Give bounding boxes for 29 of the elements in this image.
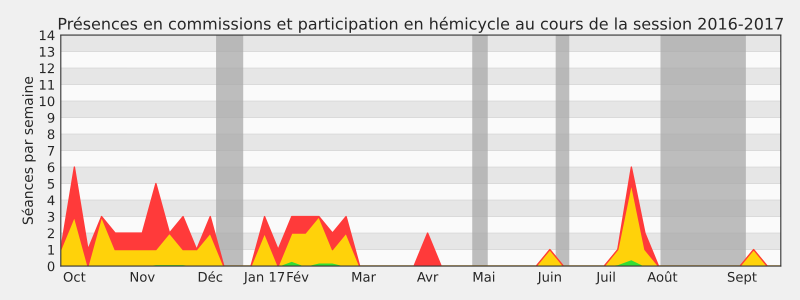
y-tick-label: 6 xyxy=(48,162,54,172)
x-tick-label: Mar xyxy=(352,272,376,282)
y-tick-label: 0 xyxy=(48,261,54,272)
y-tick-label: 13 xyxy=(40,46,54,57)
chart-title: Présences en commissions et participation en hémicycle au cours de la session 2016-2017 xyxy=(58,16,783,33)
x-tick-label: Avr xyxy=(416,272,438,282)
y-tick-label: 11 xyxy=(40,80,54,90)
x-tick-label: Oct xyxy=(64,272,86,282)
y-tick-label: 9 xyxy=(48,112,54,123)
y-tick-label: 4 xyxy=(47,195,55,206)
y-tick-label: 2 xyxy=(48,228,54,238)
x-tick-label: Fév xyxy=(287,271,309,282)
x-tick-label: Juin xyxy=(537,272,561,284)
x-tick-label: Nov xyxy=(130,272,155,282)
x-tick-label: Déc xyxy=(198,271,222,282)
x-tick-label: Jan 17 xyxy=(243,272,284,284)
y-tick-label: 1 xyxy=(48,244,54,255)
y-tick-label: 3 xyxy=(48,212,54,222)
x-tick-label: Août xyxy=(647,271,678,282)
y-tick-label: 5 xyxy=(48,178,54,189)
x-tick-label: Mai xyxy=(474,272,494,282)
y-tick-label: 12 xyxy=(40,63,54,74)
y-tick-label: 8 xyxy=(48,129,54,140)
x-tick-label: Juil xyxy=(596,272,615,284)
y-tick-label: 14 xyxy=(40,30,55,40)
y-axis-title: Séances par semaine xyxy=(22,76,36,224)
y-tick-label: 7 xyxy=(48,146,54,156)
y-tick-label: 10 xyxy=(40,96,54,106)
x-tick-label: Sept xyxy=(728,272,757,284)
